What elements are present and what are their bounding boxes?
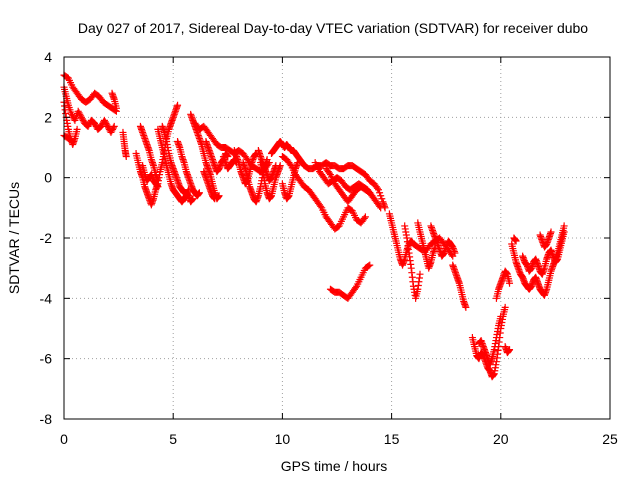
data-points xyxy=(60,71,568,381)
data-point xyxy=(497,312,505,320)
data-point xyxy=(361,213,369,221)
x-tick-label: 10 xyxy=(275,431,291,447)
data-point xyxy=(109,125,117,133)
x-tick-label: 15 xyxy=(384,431,400,447)
data-point xyxy=(506,279,514,287)
data-point xyxy=(560,222,568,230)
data-point xyxy=(512,237,520,245)
y-axis: -8 -6 -4 -2 0 2 4 xyxy=(40,49,610,427)
data-point xyxy=(215,192,223,200)
data-point xyxy=(376,202,384,210)
data-point xyxy=(68,137,76,145)
data-point xyxy=(506,346,514,354)
x-tick-label: 5 xyxy=(169,431,177,447)
data-point xyxy=(107,128,115,136)
data-point xyxy=(276,162,284,170)
chart-title: Day 027 of 2017, Sidereal Day-to-day VTE… xyxy=(78,20,588,36)
data-point xyxy=(91,121,99,129)
data-point xyxy=(451,249,459,257)
data-point xyxy=(378,195,386,203)
data-point xyxy=(85,121,93,129)
data-point xyxy=(377,192,385,200)
y-tick-label: 0 xyxy=(44,170,52,186)
data-point xyxy=(189,195,197,203)
data-point xyxy=(366,261,374,269)
data-point xyxy=(77,112,85,120)
y-tick-label: -6 xyxy=(40,351,53,367)
data-point xyxy=(547,228,555,236)
data-point xyxy=(100,116,108,124)
data-point xyxy=(325,169,333,177)
y-tick-label: 4 xyxy=(44,49,52,65)
data-point xyxy=(78,115,86,123)
y-tick-label: 2 xyxy=(44,109,52,125)
data-point xyxy=(501,303,509,311)
data-point xyxy=(360,214,368,222)
data-point xyxy=(79,116,87,124)
data-point xyxy=(108,89,116,97)
data-point xyxy=(366,189,374,197)
y-tick-label: -4 xyxy=(40,290,53,306)
x-axis-label: GPS time / hours xyxy=(281,458,388,474)
data-point xyxy=(377,204,385,212)
data-point xyxy=(77,113,85,121)
data-point xyxy=(294,159,302,167)
y-tick-label: -2 xyxy=(40,230,53,246)
x-tick-label: 20 xyxy=(493,431,509,447)
data-point xyxy=(75,109,83,117)
data-point xyxy=(286,160,294,168)
data-point xyxy=(122,153,130,161)
grid-lines xyxy=(64,57,610,419)
data-point xyxy=(154,183,162,191)
data-point xyxy=(73,125,81,133)
data-point xyxy=(365,262,373,270)
data-point xyxy=(560,228,568,236)
data-point xyxy=(174,101,182,109)
data-point xyxy=(76,110,84,118)
data-point xyxy=(108,127,116,135)
x-axis: 0 5 10 15 20 25 xyxy=(60,57,618,447)
data-point xyxy=(103,121,111,129)
data-point xyxy=(104,122,112,130)
data-point xyxy=(101,118,109,126)
data-point xyxy=(109,124,117,132)
data-point xyxy=(68,110,76,118)
data-point xyxy=(462,303,470,311)
data-point xyxy=(74,107,82,115)
x-tick-label: 25 xyxy=(602,431,618,447)
data-point xyxy=(416,270,424,278)
data-point xyxy=(97,122,105,130)
data-point xyxy=(376,189,384,197)
data-point xyxy=(110,122,118,130)
data-point xyxy=(352,284,360,292)
y-axis-label: SDTVAR / TECUs xyxy=(6,182,22,294)
data-point xyxy=(195,189,203,197)
data-point xyxy=(91,119,99,127)
data-point xyxy=(102,119,110,127)
data-point xyxy=(365,188,373,196)
y-tick-label: -8 xyxy=(40,411,53,427)
data-point xyxy=(84,122,92,130)
data-point xyxy=(69,137,77,145)
data-point xyxy=(374,186,382,194)
data-point xyxy=(211,195,219,203)
data-point xyxy=(373,184,381,192)
data-point xyxy=(317,202,325,210)
x-tick-label: 0 xyxy=(60,431,68,447)
